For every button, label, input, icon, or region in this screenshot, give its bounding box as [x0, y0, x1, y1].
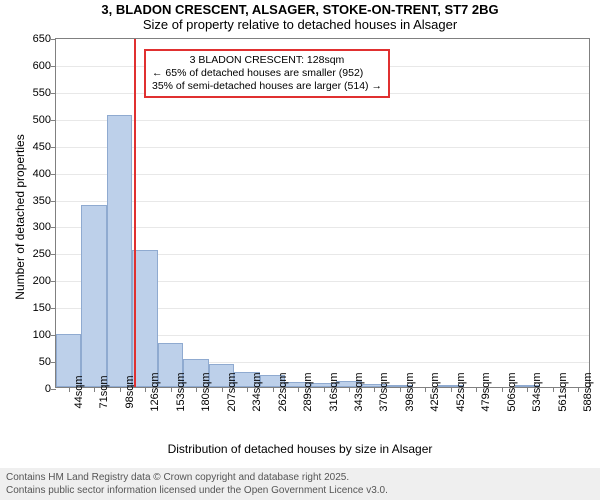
x-tick-label: 262sqm — [277, 372, 289, 411]
chart-title: 3, BLADON CRESCENT, ALSAGER, STOKE-ON-TR… — [0, 2, 600, 17]
grid-line — [56, 174, 589, 175]
footer-line2: Contains public sector information licen… — [6, 484, 594, 497]
x-tick-label: 479sqm — [480, 372, 492, 411]
histogram-bar — [81, 205, 106, 387]
callout-line: 3 BLADON CRESCENT: 128sqm — [152, 54, 382, 67]
x-tick-mark — [374, 387, 375, 392]
y-tick-label: 300 — [33, 221, 56, 233]
y-tick-label: 450 — [33, 141, 56, 153]
x-tick-mark — [425, 387, 426, 392]
x-tick-label: 506sqm — [506, 372, 518, 411]
x-axis-label: Distribution of detached houses by size … — [0, 442, 600, 456]
chart-footer: Contains HM Land Registry data © Crown c… — [0, 468, 600, 500]
x-tick-label: 561sqm — [557, 372, 569, 411]
y-tick-label: 550 — [33, 87, 56, 99]
x-tick-mark — [273, 387, 274, 392]
x-tick-mark — [94, 387, 95, 392]
x-tick-mark — [476, 387, 477, 392]
x-tick-label: 588sqm — [582, 372, 594, 411]
x-tick-mark — [171, 387, 172, 392]
grid-line — [56, 201, 589, 202]
histogram-bar — [107, 115, 132, 387]
x-tick-mark — [349, 387, 350, 392]
x-tick-mark — [196, 387, 197, 392]
y-tick-label: 150 — [33, 302, 56, 314]
x-tick-label: 153sqm — [175, 372, 187, 411]
x-tick-label: 44sqm — [73, 375, 85, 408]
x-tick-mark — [400, 387, 401, 392]
x-tick-label: 71sqm — [98, 375, 110, 408]
x-tick-mark — [222, 387, 223, 392]
histogram-bar — [132, 250, 157, 387]
y-tick-label: 600 — [33, 60, 56, 72]
x-tick-mark — [578, 387, 579, 392]
y-tick-label: 50 — [39, 356, 56, 368]
x-tick-mark — [247, 387, 248, 392]
x-tick-label: 343sqm — [353, 372, 365, 411]
y-tick-label: 200 — [33, 275, 56, 287]
callout-box: 3 BLADON CRESCENT: 128sqm← 65% of detach… — [144, 49, 390, 98]
x-tick-mark — [145, 387, 146, 392]
x-tick-mark — [69, 387, 70, 392]
callout-line: ← 65% of detached houses are smaller (95… — [152, 67, 382, 80]
x-tick-mark — [120, 387, 121, 392]
chart-subtitle: Size of property relative to detached ho… — [0, 17, 600, 32]
x-tick-mark — [298, 387, 299, 392]
x-tick-mark — [527, 387, 528, 392]
x-tick-label: 289sqm — [302, 372, 314, 411]
x-tick-label: 370sqm — [378, 372, 390, 411]
x-tick-label: 534sqm — [531, 372, 543, 411]
y-tick-label: 100 — [33, 329, 56, 341]
grid-line — [56, 147, 589, 148]
x-tick-label: 180sqm — [200, 372, 212, 411]
x-tick-mark — [502, 387, 503, 392]
x-tick-mark — [451, 387, 452, 392]
grid-line — [56, 227, 589, 228]
x-tick-label: 234sqm — [251, 372, 263, 411]
callout-line: 35% of semi-detached houses are larger (… — [152, 80, 382, 93]
x-tick-label: 126sqm — [149, 372, 161, 411]
y-tick-label: 650 — [33, 33, 56, 45]
x-tick-label: 316sqm — [328, 372, 340, 411]
chart-plot-area: 0501001502002503003504004505005506006504… — [55, 38, 590, 388]
footer-line1: Contains HM Land Registry data © Crown c… — [6, 471, 594, 484]
y-tick-label: 350 — [33, 195, 56, 207]
x-tick-label: 452sqm — [455, 372, 467, 411]
x-tick-mark — [553, 387, 554, 392]
x-tick-label: 207sqm — [226, 372, 238, 411]
y-axis-label: Number of detached properties — [13, 127, 27, 307]
x-tick-label: 425sqm — [429, 372, 441, 411]
marker-line — [134, 39, 136, 387]
y-tick-label: 500 — [33, 114, 56, 126]
grid-line — [56, 120, 589, 121]
y-tick-label: 250 — [33, 248, 56, 260]
y-tick-label: 400 — [33, 168, 56, 180]
x-tick-label: 398sqm — [404, 372, 416, 411]
x-tick-mark — [324, 387, 325, 392]
y-tick-label: 0 — [45, 383, 56, 395]
